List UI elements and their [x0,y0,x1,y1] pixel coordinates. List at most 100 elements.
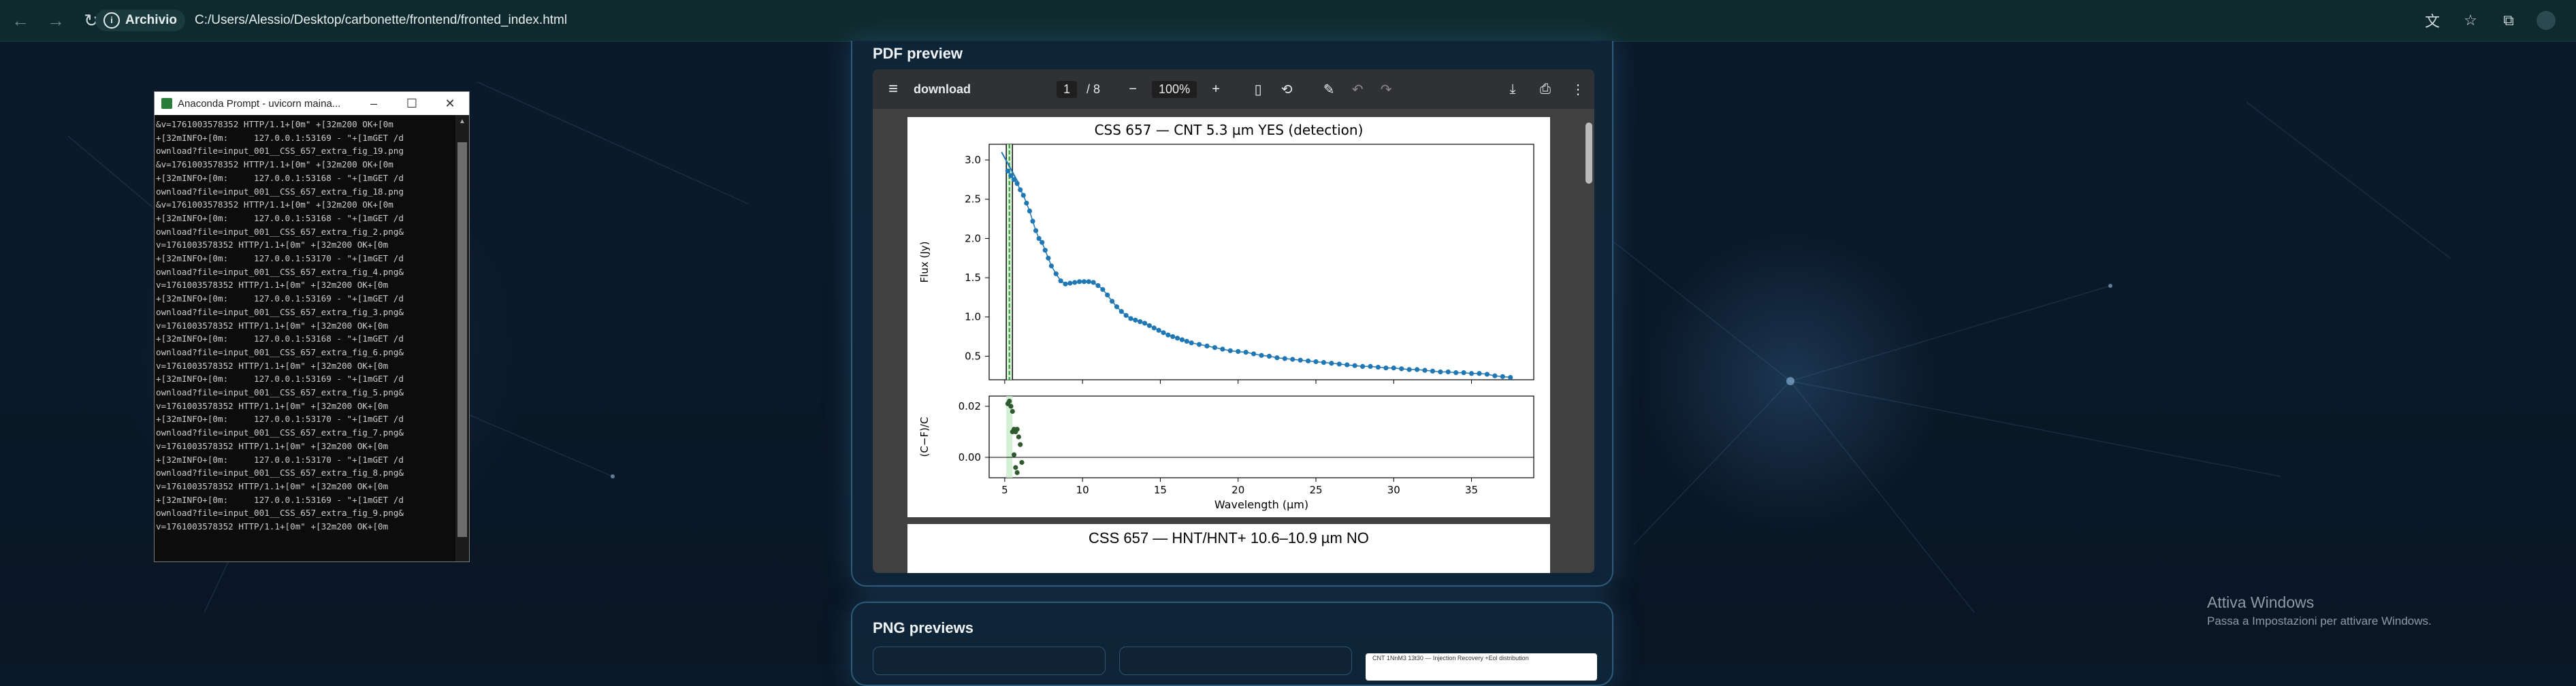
minimize-button[interactable]: – [370,96,377,110]
terminal-line: v=1761003578352 HTTP/1.1+[0m" +[32m200 O… [156,320,389,331]
close-button[interactable]: ✕ [445,96,455,110]
extensions-icon[interactable]: ⧉ [2503,12,2514,29]
flux-data-point [1072,280,1078,285]
terminal-line: ownload?file=input_001__CSS_657_extra_fi… [156,306,404,317]
y-tick-label: 3.0 [965,154,981,166]
anaconda-prompt-icon [161,98,172,109]
flux-data-point [1461,370,1466,376]
redo-icon[interactable]: ↷ [1380,82,1392,97]
png-previews-panel: PNG previews CNT 1NnM3 13t30 — Injection… [851,602,1613,686]
annotate-icon[interactable]: ✎ [1323,82,1335,97]
zoom-in-icon[interactable]: + [1212,81,1220,97]
flux-data-point [1243,350,1249,355]
residual-band [1006,396,1013,478]
flux-data-point [1170,333,1176,340]
reload-button[interactable]: ↻ [76,5,106,35]
pdf-viewer[interactable]: ≡ download 1 / 8 − 100% + ▯ ⟲ ✎ ↶ ↷ ⤓ ⎙ … [873,69,1594,573]
pdf-page-2: CSS 657 — HNT/HNT+ 10.6–10.9 µm NO [907,524,1550,573]
pdf-scrollbar[interactable] [1583,109,1594,573]
undo-icon[interactable]: ↶ [1351,82,1364,97]
flux-data-point [1156,327,1161,333]
flux-data-point [1345,362,1350,368]
translate-icon[interactable]: 文 [2424,13,2440,30]
scroll-up-icon[interactable]: ▲ [459,118,466,125]
back-button[interactable]: ← [5,5,35,35]
flux-data-point [1266,353,1272,359]
residual-data-point [1010,429,1015,435]
more-options-icon[interactable]: ⋮ [1571,82,1585,97]
profile-avatar[interactable] [2537,11,2556,30]
print-icon[interactable]: ⎙ [1540,81,1551,97]
maximize-button[interactable]: ☐ [406,96,418,110]
flux-data-point [1133,317,1138,323]
y-tick-label: 1.0 [965,311,981,323]
flux-data-point [1477,371,1482,376]
flux-data-point [1196,342,1202,347]
png-thumbnail-card[interactable] [873,647,1106,675]
flux-data-point [1274,355,1280,361]
terminal-line: ownload?file=input_001__CSS_657_extra_fi… [156,266,404,277]
download-icon[interactable]: ⤓ [1509,81,1516,97]
terminal-scrollbar[interactable]: ▲ [455,115,469,561]
spectrum-chart: CSS 657 — CNT 5.3 µm YES (detection) 5 10… [918,122,1534,511]
flux-data-point [1352,363,1357,368]
residual-data-point [1008,404,1014,409]
flux-data-point [1321,360,1327,365]
terminal-window[interactable]: Anaconda Prompt - uvicorn maina... – ☐ ✕… [154,91,470,562]
page-number-input[interactable]: 1 [1057,80,1078,98]
flux-data-point [1138,319,1143,325]
flux-data-point [1100,287,1106,292]
terminal-line: +[32mINFO+[0m: 127.0.0.1:53169 - "+[1mGE… [156,374,404,385]
residual-y-tick-label: 0.00 [959,451,981,463]
png-thumbnail-image[interactable]: CNT 1NnM3 13t30 — Injection Recovery +Eo… [1366,653,1597,681]
zoom-level-input[interactable]: 100% [1152,80,1197,98]
flux-data-point [1184,338,1189,344]
x-tick-label: 20 [1231,484,1244,496]
flux-data-point [1430,368,1436,374]
terminal-output[interactable]: &v=1761003578352 HTTP/1.1+[0m" +[32m200 … [155,115,455,561]
terminal-line: ownload?file=input_001__CSS_657_extra_fi… [156,387,404,398]
png-thumbnail-card[interactable] [1119,647,1352,675]
forward-button[interactable]: → [41,5,71,35]
terminal-line: &v=1761003578352 HTTP/1.1+[0m" +[32m200 … [156,159,393,170]
fit-page-icon[interactable]: ▯ [1254,82,1262,97]
flux-data-point [1375,364,1381,370]
pdf-scroll-thumb[interactable] [1585,122,1592,184]
arrow-left-icon: ← [12,10,29,31]
flux-data-point [1018,187,1023,193]
terminal-line: ownload?file=input_001__CSS_657_extra_fi… [156,226,404,237]
terminal-line: v=1761003578352 HTTP/1.1+[0m" +[32m200 O… [156,240,389,250]
flux-data-point [1036,235,1042,241]
flux-data-point [1500,374,1505,379]
terminal-line: +[32mINFO+[0m: 127.0.0.1:53169 - "+[1mGE… [156,293,404,304]
flux-data-point [1453,370,1459,376]
flux-data-point [1298,357,1303,363]
address-bar[interactable]: i Archivio C:/Users/Alessio/Desktop/carb… [95,7,2396,34]
flux-data-point [1259,353,1264,358]
residual-data-point [1016,434,1022,440]
flux-data-point [1383,365,1389,371]
flux-data-point [1042,248,1048,253]
pdf-menu-icon[interactable]: ≡ [888,80,898,98]
residual-data-point [1018,442,1023,447]
rotate-icon[interactable]: ⟲ [1281,82,1293,97]
terminal-titlebar[interactable]: Anaconda Prompt - uvicorn maina... – ☐ ✕ [155,92,469,115]
watermark-line-2: Passa a Impostazioni per attivare Window… [2207,615,2432,627]
terminal-line: +[32mINFO+[0m: 127.0.0.1:53169 - "+[1mGE… [156,132,404,143]
flux-data-point [1128,316,1133,321]
terminal-line: &v=1761003578352 HTTP/1.1+[0m" +[32m200 … [156,199,393,210]
y-tick-label: 0.5 [965,350,981,362]
site-info-chip[interactable]: i Archivio [95,10,186,31]
x-axis-label: Wavelength (µm) [1214,498,1308,511]
bookmark-star-icon[interactable]: ☆ [2464,12,2477,29]
flux-data-point [1086,279,1091,284]
terminal-scroll-thumb[interactable] [457,142,467,537]
flux-data-point [1123,312,1129,318]
url-text[interactable]: C:/Users/Alessio/Desktop/carbonette/fron… [195,13,568,27]
flux-data-point [1179,337,1185,342]
terminal-line: v=1761003578352 HTTP/1.1+[0m" +[32m200 O… [156,360,389,371]
x-tick-label: 5 [1001,484,1008,496]
zoom-out-icon[interactable]: − [1129,81,1137,97]
flux-data-point [1329,361,1334,366]
flux-data-point [1048,263,1054,269]
